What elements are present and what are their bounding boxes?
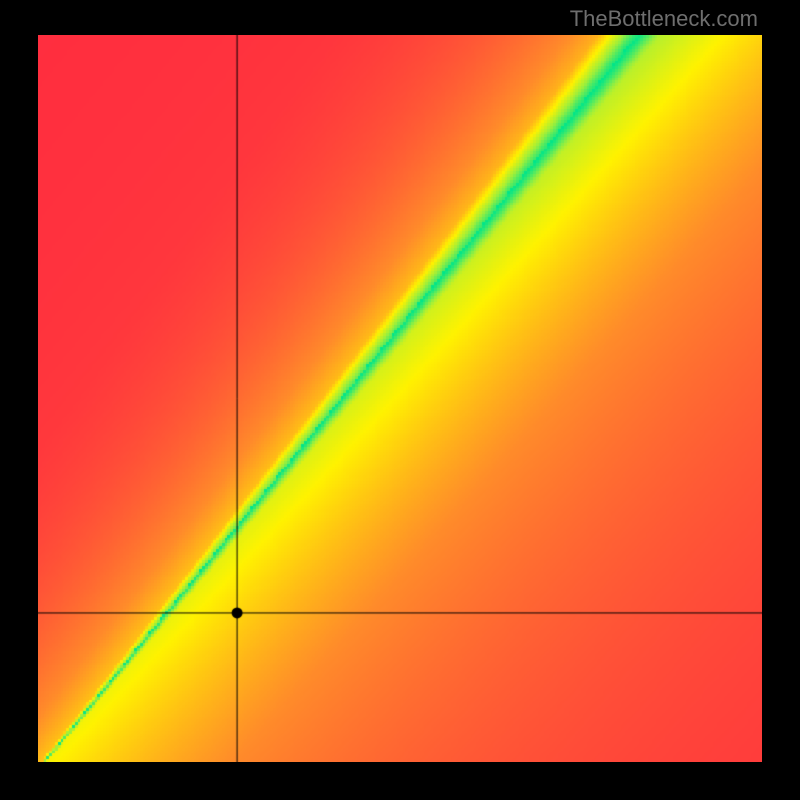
heatmap-canvas <box>38 35 762 762</box>
watermark-text: TheBottleneck.com <box>570 6 758 32</box>
bottleneck-heatmap <box>38 35 762 762</box>
